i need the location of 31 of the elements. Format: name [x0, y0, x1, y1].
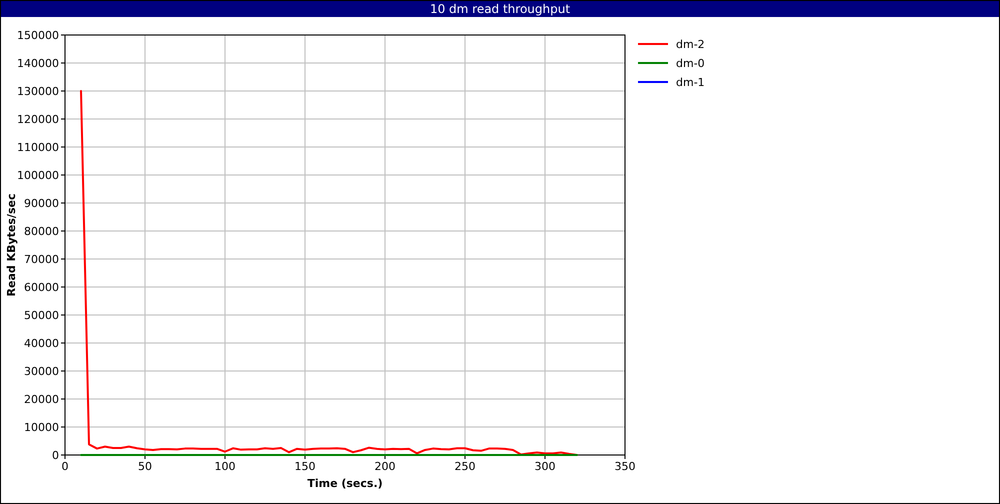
y-tick-label: 140000 — [17, 57, 59, 70]
x-tick-label: 0 — [62, 460, 68, 473]
x-tick-label: 50 — [138, 460, 152, 473]
y-tick-label: 120000 — [17, 113, 59, 126]
y-tick-label: 70000 — [24, 253, 59, 266]
line-series — [80, 90, 578, 456]
y-tick-label: 60000 — [24, 281, 59, 294]
x-tick-label: 200 — [374, 460, 396, 473]
y-axis-title: Read KBytes/sec — [5, 194, 18, 296]
legend-label: dm-1 — [676, 76, 705, 89]
y-tick-label: 90000 — [24, 197, 59, 210]
y-tick-label: 30000 — [24, 365, 59, 378]
x-tick-label: 300 — [534, 460, 556, 473]
x-tick-label: 350 — [614, 460, 636, 473]
y-tick-label: 100000 — [17, 169, 59, 182]
y-tick-label: 10000 — [24, 421, 59, 434]
x-tick-label: 150 — [294, 460, 316, 473]
y-tick-label: 80000 — [24, 225, 59, 238]
x-tick-label: 100 — [214, 460, 236, 473]
y-tick-label: 130000 — [17, 85, 59, 98]
y-tick-label: 40000 — [24, 337, 59, 350]
y-tick-label: 20000 — [24, 393, 59, 406]
chart-title: 10 dm read throughput — [430, 2, 570, 16]
legend-label: dm-0 — [676, 57, 705, 70]
legend-label: dm-2 — [676, 38, 705, 51]
y-tick-label: 0 — [52, 449, 59, 462]
x-axis-title: Time (secs.) — [307, 477, 383, 490]
y-tick-label: 150000 — [17, 29, 59, 42]
y-tick-label: 50000 — [24, 309, 59, 322]
y-tick-label: 110000 — [17, 141, 59, 154]
x-tick-label: 250 — [454, 460, 476, 473]
